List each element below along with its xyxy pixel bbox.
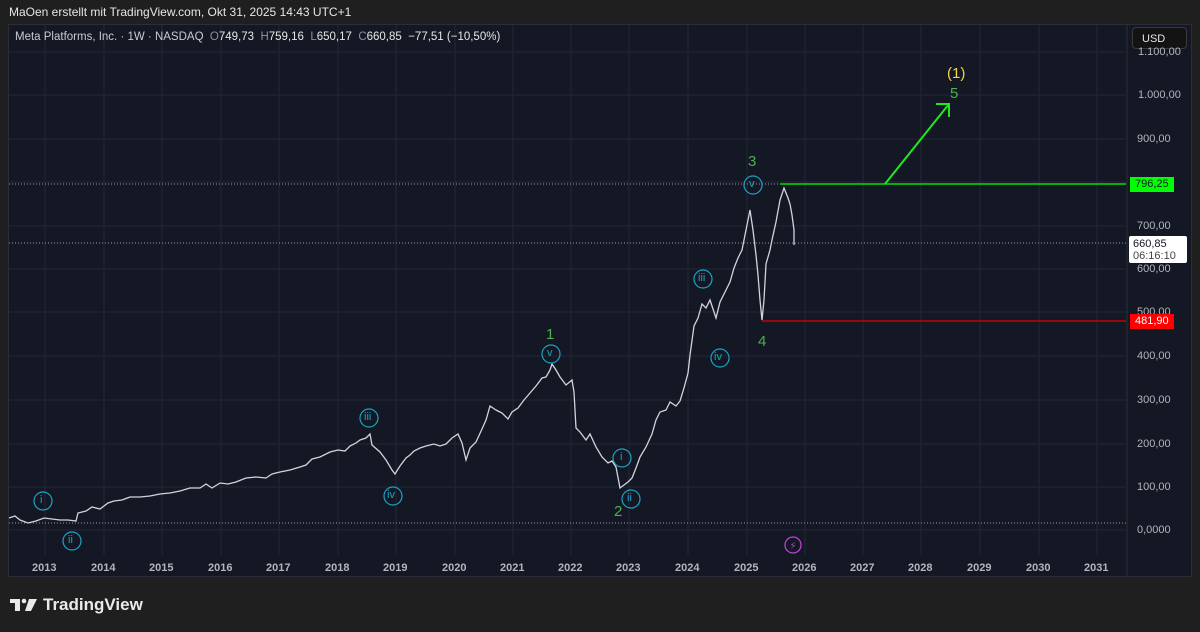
change-value: −77,51 (−10,50%) [408, 31, 501, 43]
wave-v: v [547, 347, 553, 359]
tradingview-logo[interactable]: TradingView [10, 595, 143, 615]
wave-cycle-1: (1) [947, 65, 966, 82]
symbol-legend: Meta Platforms, Inc. · 1W · NASDAQ O749,… [15, 31, 501, 43]
wave-iv-2: iv [714, 351, 722, 363]
wave-1: 1 [546, 326, 555, 343]
close-value: 660,85 [366, 31, 402, 43]
open-value: 749,73 [218, 31, 255, 43]
wave-iii: iii [364, 411, 372, 423]
wave-ii-2: ii [627, 492, 632, 504]
wave-v-2: v [749, 178, 755, 190]
wave-3: 3 [748, 153, 757, 170]
bar-countdown: 06:16:10 [1133, 250, 1176, 262]
currency-button[interactable]: USD [1132, 27, 1187, 49]
tv-logo-icon [10, 598, 37, 611]
attribution-text: MaOen erstellt mit TradingView.com, Okt … [9, 5, 352, 19]
symbol-name: Meta Platforms, Inc. · 1W · NASDAQ [15, 31, 204, 43]
wave-4: 4 [758, 333, 767, 350]
high-value: 759,16 [268, 31, 304, 43]
low-value: 650,17 [316, 31, 352, 43]
wave-i: i [40, 494, 43, 506]
projection-arrow [884, 103, 950, 185]
wave-ii: ii [68, 534, 73, 546]
current-price-tag: 660,85 06:16:10 [1129, 236, 1187, 263]
support-price-tag: 481,90 [1130, 314, 1174, 329]
wave-iii-2: iii [698, 272, 706, 284]
wave-iv: iv [387, 489, 395, 501]
resistance-price-tag: 796,25 [1130, 177, 1174, 192]
wave-i-2: i [620, 451, 623, 463]
svg-text:⚡: ⚡ [789, 541, 796, 552]
wave-5: 5 [950, 85, 959, 102]
wave-2: 2 [614, 503, 623, 520]
price-series [8, 186, 795, 524]
event-icon [784, 536, 802, 554]
